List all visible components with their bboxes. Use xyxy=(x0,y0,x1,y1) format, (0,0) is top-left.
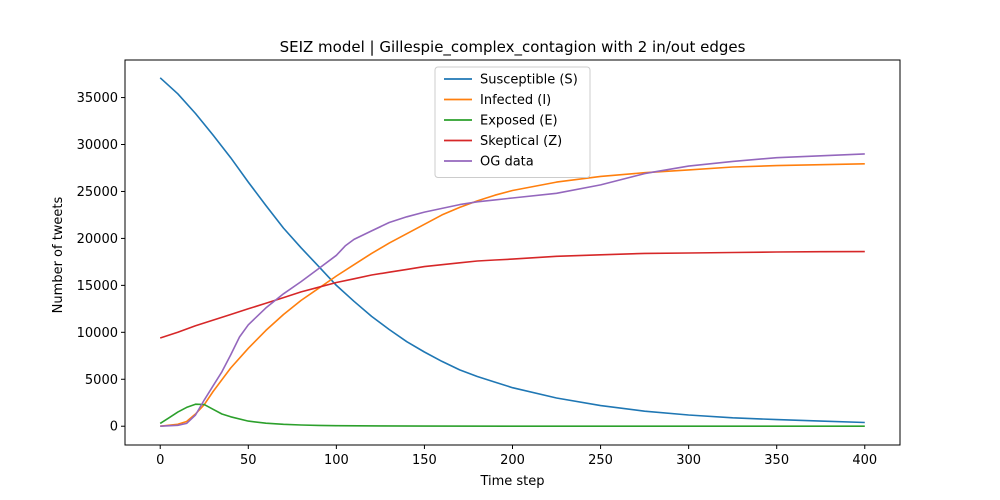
chart-title: SEIZ model | Gillespie_complex_contagion… xyxy=(280,38,746,57)
legend: Susceptible (S) Infected (I) Exposed (E) Sk… xyxy=(434,66,591,178)
x-tick-label-7: 350 xyxy=(764,453,789,468)
y-axis-label: Number of tweets xyxy=(51,196,66,313)
x-axis-label: Time step xyxy=(479,474,544,489)
legend-entry-2: Exposed (E) xyxy=(480,114,558,129)
legend-entry-4: OG data xyxy=(480,155,534,170)
x-tick-label-8: 400 xyxy=(852,453,877,468)
x-tick-label-5: 250 xyxy=(588,453,613,468)
x-tick-label-3: 150 xyxy=(412,453,437,468)
plot-area: 0 50 100 150 200 250 300 350 400 0 5000 10000 15000 2… xyxy=(77,59,901,468)
y-tick-label-2: 10000 xyxy=(77,326,118,341)
series-line-1 xyxy=(160,163,865,427)
series-line-2 xyxy=(159,403,865,427)
legend-entry-1: Infected (I) xyxy=(480,93,551,108)
x-tick-label-1: 50 xyxy=(240,453,257,468)
x-tick-label-0: 0 xyxy=(156,453,164,468)
y-tick-label-3: 15000 xyxy=(77,279,118,294)
y-tick-label-6: 30000 xyxy=(77,138,118,153)
y-tick-label-0: 0 xyxy=(110,420,118,435)
x-tick-label-6: 300 xyxy=(676,453,701,468)
series-line-4 xyxy=(160,153,865,427)
legend-entry-0: Susceptible (S) xyxy=(480,73,578,88)
x-tick-label-4: 200 xyxy=(500,453,525,468)
legend-entry-3: Skeptical (Z) xyxy=(480,134,562,149)
series-line-0 xyxy=(159,77,865,424)
y-tick-label-5: 25000 xyxy=(77,185,118,200)
legend-box xyxy=(434,66,591,178)
series-line-3 xyxy=(159,250,865,339)
x-tick-label-2: 100 xyxy=(324,453,349,468)
y-tick-label-7: 35000 xyxy=(77,91,118,106)
y-tick-label-4: 20000 xyxy=(77,232,118,247)
y-tick-label-1: 5000 xyxy=(85,373,118,388)
